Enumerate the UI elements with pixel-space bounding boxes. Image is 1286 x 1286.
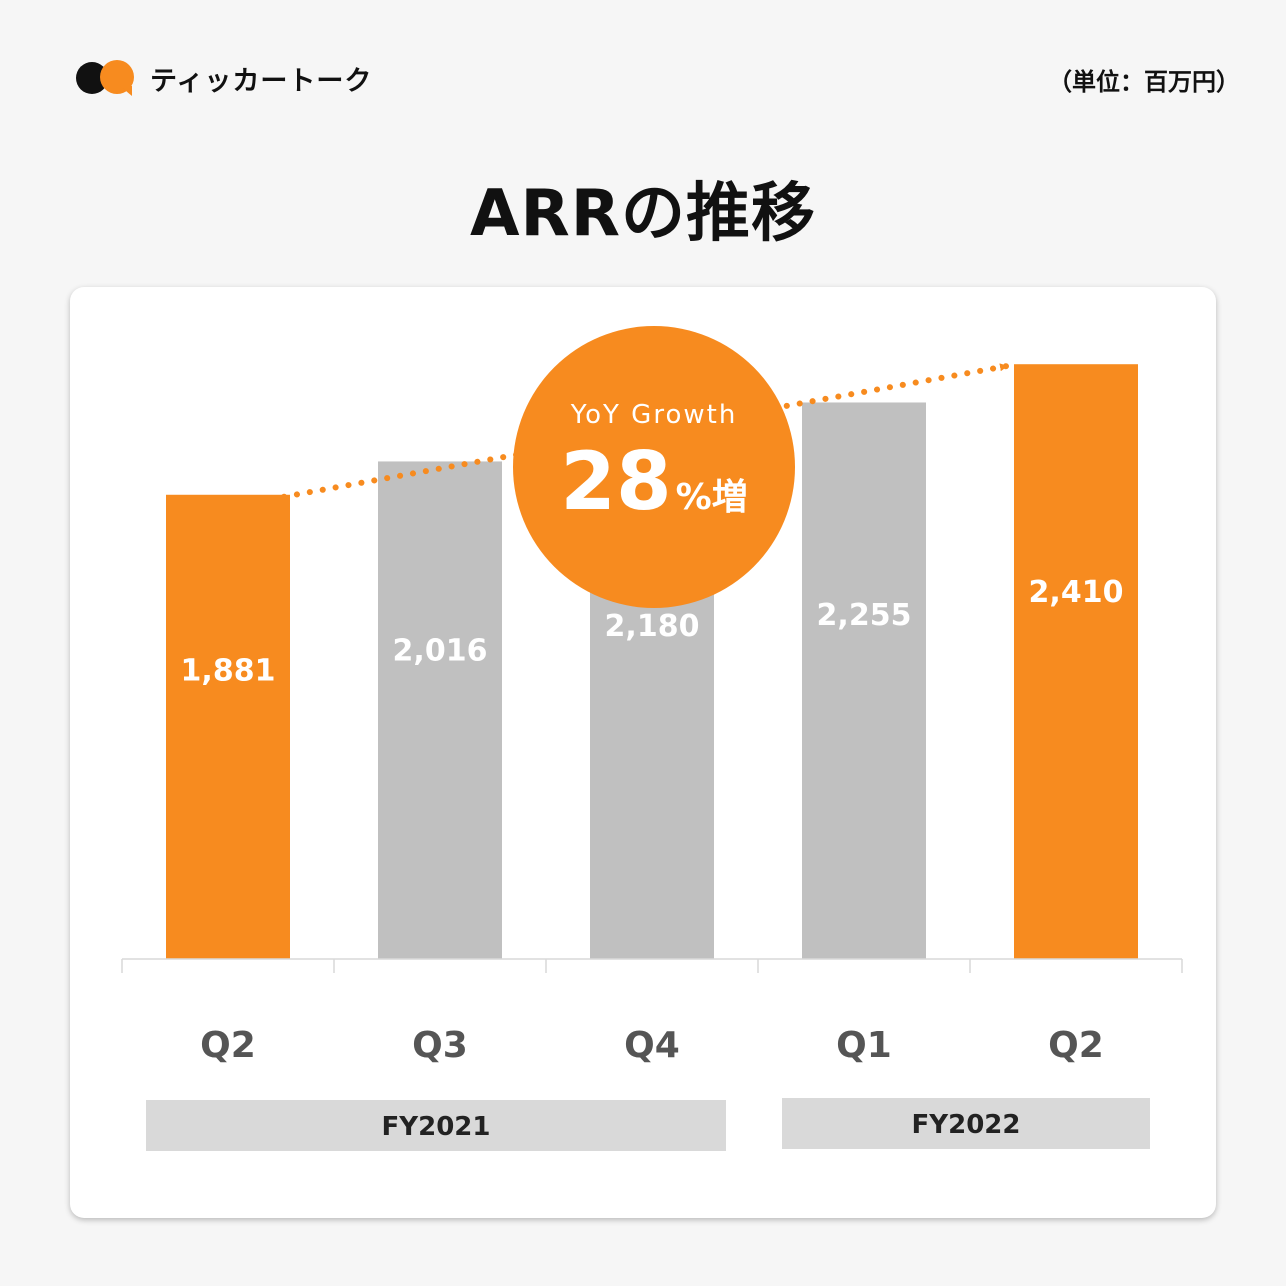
growth-badge-value: 28 %増	[560, 435, 747, 528]
bar-value-label: 2,255	[817, 598, 912, 633]
chart-card: YoY Growth 28 %増 1,881 2,016 2,180 2,255 2,41…	[70, 287, 1216, 1218]
category-label: Q4	[624, 1025, 680, 1066]
category-label: Q3	[412, 1025, 468, 1066]
page-title: ARRの推移	[469, 177, 817, 251]
speech-bubble-icon	[76, 58, 136, 98]
bar-value-label: 2,180	[605, 609, 700, 644]
brand-logo: ティッカートーク	[76, 58, 372, 98]
arr-bar-chart: YoY Growth 28 %増 1,881 2,016 2,180 2,255 2,41…	[121, 326, 1183, 1151]
growth-badge-label: YoY Growth	[570, 400, 738, 430]
unit-label: （単位：百万円）	[1048, 68, 1240, 96]
growth-value: 28	[560, 435, 671, 528]
category-label: Q2	[200, 1025, 256, 1066]
bar-value-label: 1,881	[181, 653, 276, 688]
fiscal-year-label: FY2022	[912, 1110, 1021, 1140]
growth-suffix: %増	[676, 477, 748, 518]
bar-q2-4	[1014, 364, 1138, 959]
bar-q2-0	[166, 494, 290, 959]
category-label: Q1	[836, 1025, 892, 1066]
growth-badge	[513, 326, 795, 608]
fiscal-year-label: FY2021	[382, 1112, 491, 1142]
bar-value-label: 2,410	[1029, 575, 1124, 610]
fiscal-year-band	[782, 1098, 1150, 1149]
brand-name: ティッカートーク	[150, 65, 373, 97]
bar-value-label: 2,016	[393, 633, 488, 668]
fiscal-year-band	[146, 1100, 726, 1151]
bar-q1-3	[802, 402, 926, 959]
bar-q3-1	[378, 461, 502, 959]
category-label: Q2	[1048, 1025, 1104, 1066]
